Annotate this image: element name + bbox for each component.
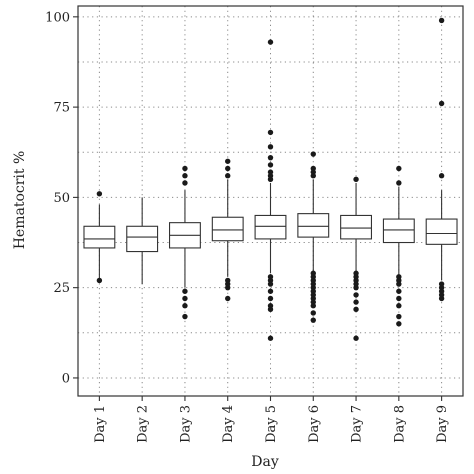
outlier-point: [267, 303, 274, 309]
box-8: [382, 165, 415, 327]
box-iqr: [254, 214, 287, 240]
x-tick-label: Day 6: [307, 405, 322, 443]
outlier-point: [225, 173, 231, 179]
x-tick-label: Day 1: [93, 405, 108, 443]
x-tick-label: Day 7: [350, 405, 365, 443]
outlier-point: [353, 270, 359, 276]
outlier-point: [267, 144, 274, 150]
outlier-point: [225, 158, 231, 164]
outlier-point: [438, 100, 445, 107]
outlier-point: [225, 165, 231, 172]
outlier-point: [267, 335, 274, 341]
outlier-point: [396, 165, 402, 172]
x-tick-label: Day 8: [392, 405, 407, 443]
y-tick-label: 25: [53, 281, 70, 296]
outlier-point: [310, 151, 316, 157]
outlier-point: [396, 303, 402, 309]
outlier-point: [182, 165, 188, 172]
outlier-point: [267, 129, 274, 136]
outlier-point: [396, 313, 402, 320]
outlier-point: [438, 281, 445, 287]
box-5: [254, 39, 287, 341]
y-tick-label: 50: [53, 191, 70, 206]
outlier-point: [267, 169, 274, 175]
outlier-point: [310, 270, 316, 276]
x-tick-label: Day 5: [264, 405, 279, 443]
outlier-point: [396, 180, 402, 186]
y-tick-label: 100: [45, 10, 70, 25]
box-iqr: [297, 213, 330, 238]
grid: [78, 6, 463, 396]
outlier-point: [267, 274, 274, 280]
outlier-point: [267, 154, 274, 161]
box-iqr: [340, 214, 373, 240]
box-iqr: [83, 225, 116, 249]
outlier-point: [182, 288, 188, 294]
outlier-point: [182, 180, 188, 186]
outlier-point: [96, 191, 103, 197]
outlier-point: [396, 321, 402, 327]
x-tick-label: Day 3: [178, 405, 193, 443]
outlier-point: [182, 173, 188, 179]
outlier-point: [267, 39, 274, 45]
outlier-point: [310, 310, 316, 316]
outlier-point: [438, 17, 445, 24]
axes: 0 25 50 75 100 Day 1 Day 2 Day 3 Day 4 Day 5 Day 6…: [45, 10, 450, 443]
outlier-point: [396, 288, 402, 294]
y-tick-label: 75: [53, 101, 70, 116]
box-iqr: [126, 225, 159, 253]
outlier-point: [182, 313, 188, 320]
box-6: [297, 151, 330, 323]
box-iqr: [211, 216, 244, 242]
box-7: [340, 176, 373, 341]
outlier-point: [396, 295, 402, 302]
x-tick-label: Day 4: [221, 405, 236, 443]
outlier-point: [182, 303, 188, 309]
outlier-point: [267, 162, 274, 168]
outlier-point: [353, 335, 359, 341]
outlier-point: [310, 165, 316, 172]
outlier-point: [396, 274, 402, 280]
box-1: [83, 191, 116, 284]
outlier-point: [182, 295, 188, 302]
x-tick-label: Day 9: [435, 405, 450, 443]
outlier-point: [267, 288, 274, 294]
outlier-point: [225, 277, 231, 284]
outlier-point: [438, 173, 445, 179]
outlier-point: [225, 295, 231, 302]
outlier-point: [267, 295, 274, 302]
box-9: [425, 17, 458, 302]
x-tick-label: Day 2: [136, 405, 151, 443]
y-axis-title: Hematocrit %: [12, 151, 28, 250]
outlier-point: [353, 292, 359, 298]
box-series: [83, 17, 458, 341]
outlier-point: [96, 277, 103, 284]
outlier-point: [310, 317, 316, 323]
box-2: [126, 197, 159, 285]
box-iqr: [425, 218, 458, 245]
outlier-point: [353, 306, 359, 313]
outlier-point: [353, 299, 359, 305]
outlier-point: [353, 176, 359, 183]
x-axis-title: Day: [251, 454, 279, 470]
y-tick-label: 0: [62, 371, 70, 386]
box-4: [211, 158, 244, 302]
box-iqr: [382, 218, 415, 244]
box-3: [168, 165, 201, 320]
